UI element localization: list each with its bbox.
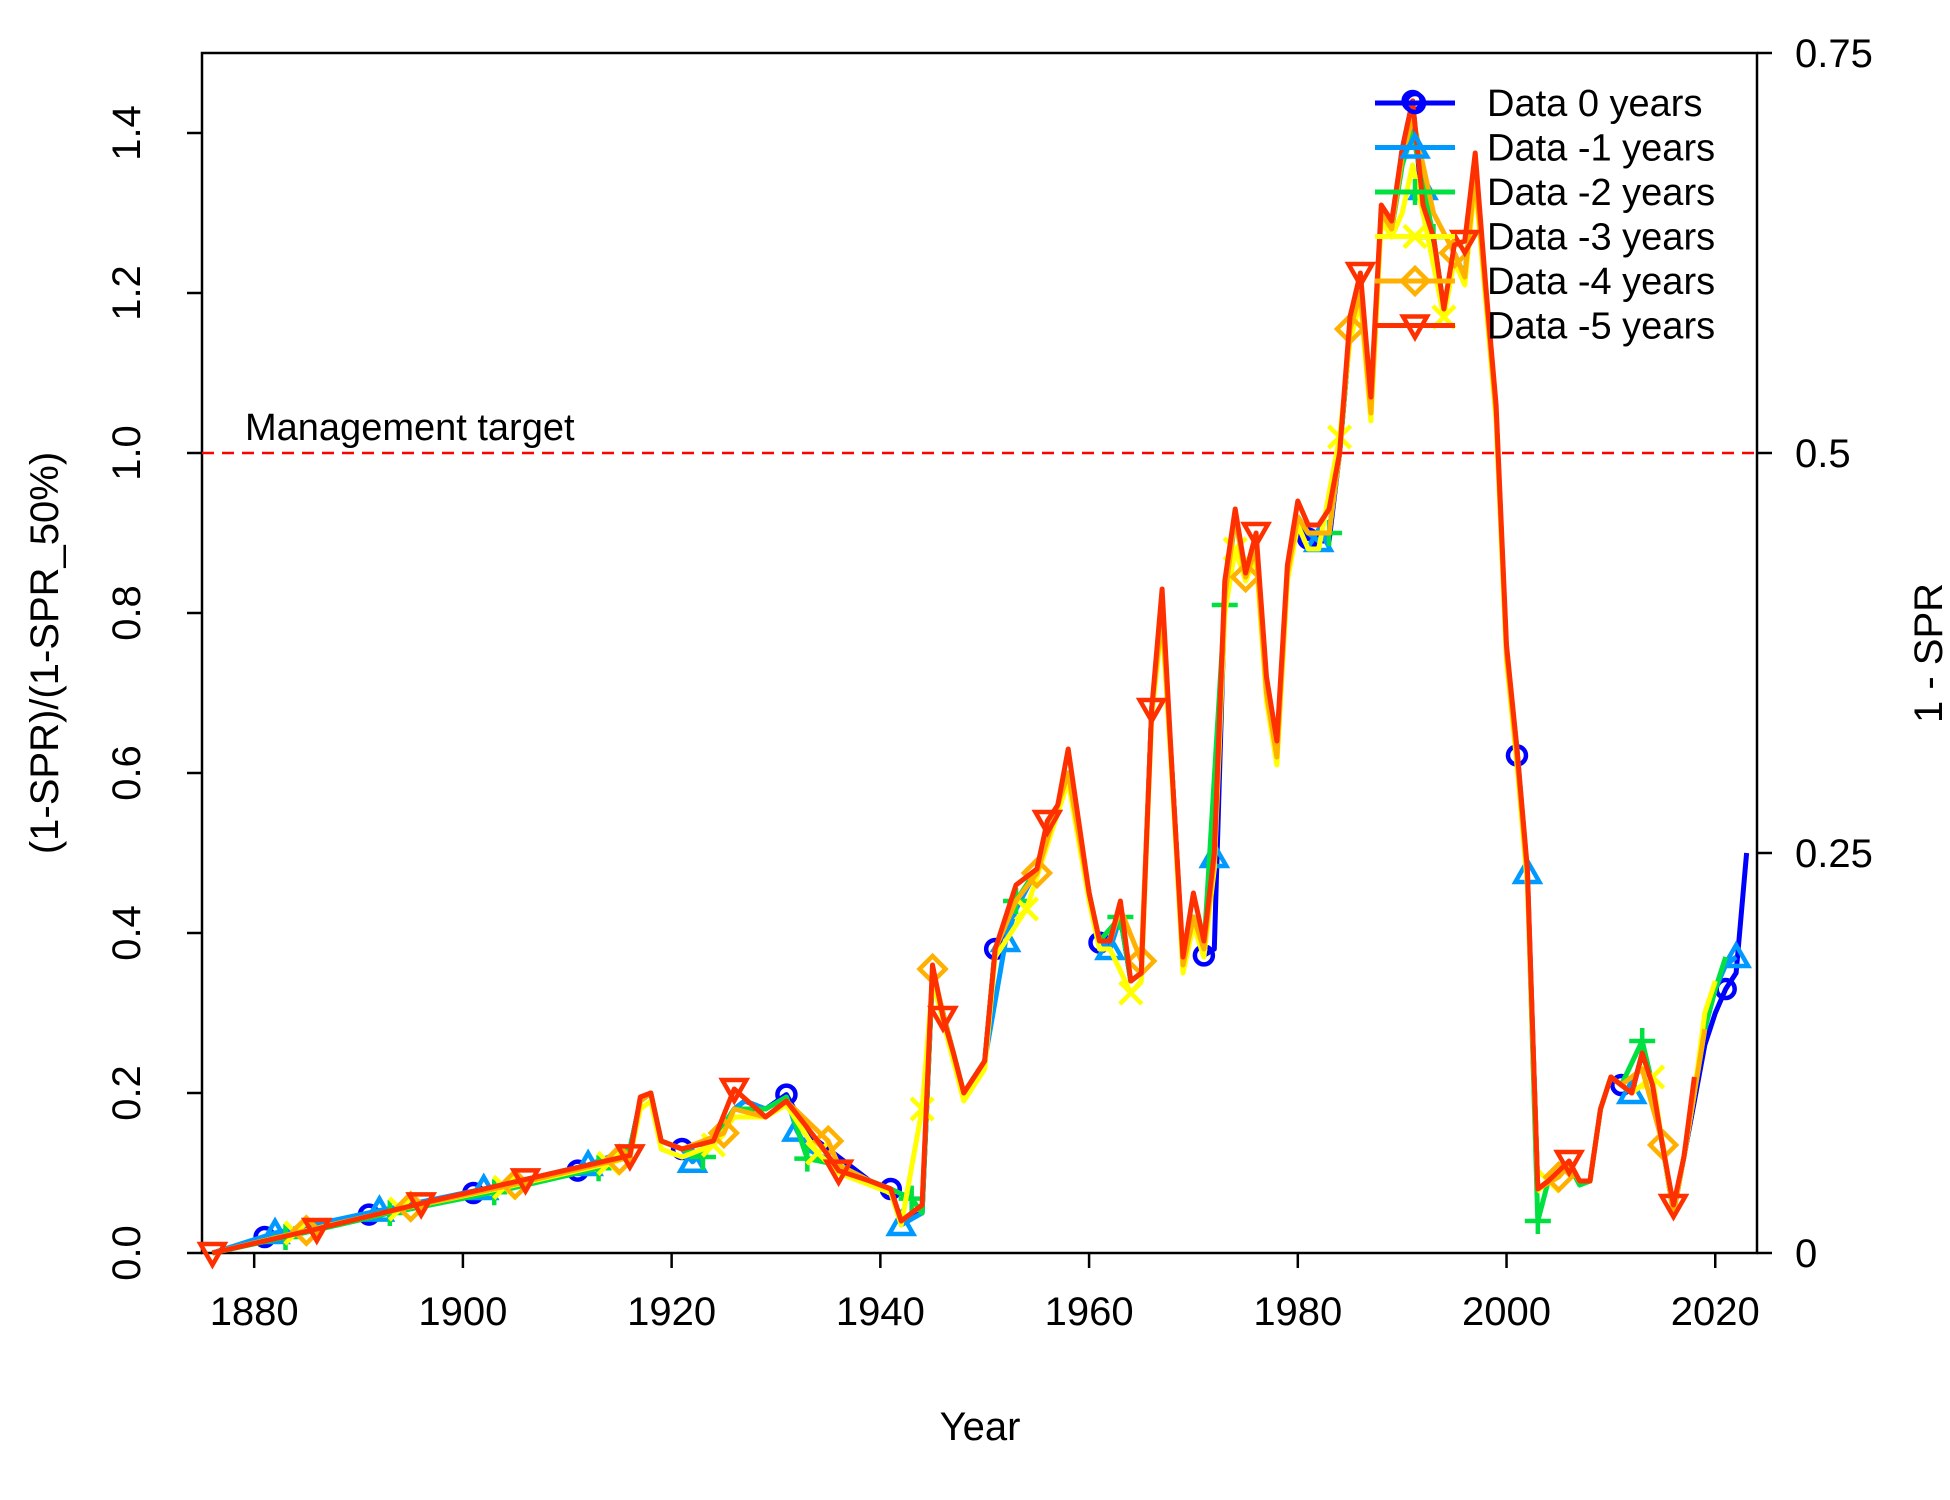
data-point-diamond	[707, 1116, 740, 1150]
y-tick-label: 1.0	[105, 425, 149, 481]
data-point-triangle	[1720, 940, 1753, 969]
data-point-triangle-down	[1344, 261, 1377, 290]
y-tick-label: 0.0	[105, 1225, 149, 1281]
data-point-triangle-down	[927, 1005, 959, 1034]
axes-group: 1880 1900 1920 1940 1960 1980 2000 2020 0.0 0.2 0.…	[105, 32, 1873, 1334]
series-line	[211, 98, 1697, 1256]
data-point-x	[1013, 896, 1040, 922]
y-axis-title: (1-SPR)/(1-SPR_50%)	[23, 452, 67, 854]
legend-label: Data -4 years	[1487, 261, 1715, 303]
data-point-plus	[1524, 1208, 1551, 1234]
data-point-x	[909, 1096, 935, 1122]
y-tick-label: 0.2	[105, 1065, 149, 1121]
y-tick-label: 1.2	[105, 265, 149, 321]
series-group	[196, 89, 1753, 1270]
data-point-triangle-down	[300, 1217, 333, 1246]
data-point-triangle-down	[1240, 521, 1272, 550]
data-point-triangle	[259, 1216, 291, 1245]
x-axis-title: Year	[940, 1405, 1021, 1449]
data-point-triangle-down	[196, 1241, 229, 1270]
data-point-triangle-down	[718, 1077, 751, 1106]
y-tick-label: 0.8	[105, 585, 149, 641]
data-point-triangle-down	[1031, 809, 1064, 838]
data-point-triangle-down	[1135, 697, 1168, 726]
data-point-diamond	[1229, 560, 1262, 594]
data-point-diamond	[1398, 264, 1432, 298]
legend-label: Data -3 years	[1487, 217, 1715, 259]
legend-label: Data -1 years	[1487, 128, 1715, 170]
data-point-x	[1402, 223, 1428, 250]
data-point-triangle	[1399, 130, 1431, 159]
x-tick-label: 1940	[836, 1290, 925, 1334]
data-point-triangle	[363, 1194, 396, 1222]
y-tick-label: 1.4	[105, 105, 149, 161]
data-point-triangle-down	[405, 1192, 438, 1220]
plot-frame	[200, 51, 1759, 1255]
y-right-axis-title: 1 - SPR	[1907, 583, 1950, 723]
x-tick-label: 1960	[1045, 1290, 1134, 1334]
data-point-triangle-down	[509, 1168, 542, 1196]
x-tick-label: 1980	[1253, 1290, 1342, 1334]
x-tick-label: 1920	[627, 1290, 716, 1334]
legend-label: Data 0 years	[1487, 83, 1702, 125]
y-right-tick-label: 0.5	[1795, 432, 1851, 476]
y-right-tick-label: 0.75	[1795, 32, 1873, 76]
data-point-triangle	[885, 1208, 918, 1237]
data-point-diamond	[290, 1214, 323, 1247]
data-point-triangle-down	[1399, 314, 1431, 343]
data-point-triangle-down	[1657, 1193, 1690, 1222]
series-5	[196, 98, 1697, 1270]
x-tick-label: 2000	[1462, 1290, 1551, 1334]
y-right-tick-label: 0	[1795, 1232, 1817, 1276]
data-point-plus	[794, 1145, 821, 1172]
data-point-triangle-down	[822, 1159, 855, 1188]
y-tick-label: 0.4	[105, 905, 149, 961]
legend-label: Data -5 years	[1487, 306, 1715, 348]
data-point-plus	[1402, 179, 1428, 205]
y-tick-label: 0.6	[105, 745, 149, 801]
data-point-triangle	[676, 1145, 709, 1174]
data-point-diamond	[1020, 856, 1054, 890]
data-point-plus	[1629, 1028, 1656, 1054]
x-tick-label: 1900	[418, 1290, 507, 1334]
x-tick-label: 1880	[210, 1290, 299, 1334]
y-right-tick-label: 0.25	[1795, 832, 1873, 876]
data-point-triangle-down	[1553, 1149, 1586, 1178]
data-point-circle	[1403, 91, 1427, 115]
data-point-x	[1118, 980, 1144, 1006]
data-point-triangle-down	[1448, 229, 1481, 258]
x-tick-label: 2020	[1671, 1290, 1760, 1334]
legend-label: Data -2 years	[1487, 172, 1715, 214]
reference-line-group: Management target	[202, 407, 1757, 455]
management-target-label: Management target	[245, 407, 575, 449]
data-point-triangle-down	[614, 1144, 646, 1172]
